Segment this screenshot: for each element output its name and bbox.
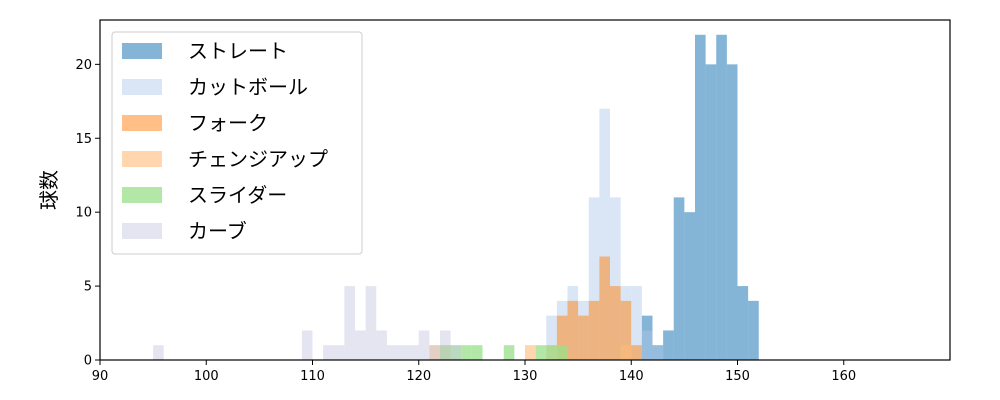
bar-series-0-bin-2 <box>663 330 674 360</box>
bar-series-5-bin-3 <box>333 345 345 360</box>
bar-series-1-bin-6 <box>610 197 621 360</box>
bar-series-4-bin-1 <box>450 345 462 360</box>
bar-series-0-bin-10 <box>748 300 759 360</box>
x-tick-label-6: 150 <box>725 369 750 384</box>
bar-series-5-bin-13 <box>440 330 451 360</box>
legend-swatch-5 <box>122 223 162 239</box>
legend-label-5: カーブ <box>188 219 247 243</box>
bar-series-3-bin-5 <box>620 345 632 360</box>
bar-series-5-bin-6 <box>365 286 377 360</box>
bar-series-5-bin-10 <box>408 345 419 360</box>
bar-series-4-bin-3 <box>471 345 483 360</box>
legend-swatch-3 <box>122 151 162 167</box>
bar-series-5-bin-1 <box>301 330 313 360</box>
bar-series-3-bin-2 <box>525 345 536 360</box>
bar-series-5-bin-5 <box>355 330 366 360</box>
legend-box <box>111 31 363 255</box>
bar-series-0-bin-4 <box>684 212 695 360</box>
bar-series-4-bin-7 <box>556 345 568 360</box>
legend-label-2: フォーク <box>188 111 268 135</box>
bar-series-5-bin-4 <box>344 286 355 360</box>
bar-series-5-bin-8 <box>386 345 398 360</box>
bar-series-1-bin-5 <box>599 108 610 361</box>
bar-series-1-bin-0 <box>546 315 557 360</box>
plot-frame <box>99 19 951 361</box>
y-tick-label-0: 0 <box>84 354 92 369</box>
x-tick-label-2: 110 <box>300 369 325 384</box>
bar-series-5-bin-14 <box>450 345 462 360</box>
bar-series-5-bin-2 <box>323 345 334 360</box>
x-tick-label-1: 100 <box>194 369 219 384</box>
bar-series-2-bin-2 <box>578 315 589 360</box>
bar-series-1-bin-9 <box>641 330 653 360</box>
x-tick-label-4: 130 <box>513 369 538 384</box>
y-tick-label-1: 5 <box>84 280 92 295</box>
x-tick-label-7: 160 <box>831 369 856 384</box>
bar-series-0-bin-1 <box>652 345 664 360</box>
legend-label-4: スライダー <box>188 183 287 207</box>
bar-series-1-bin-10 <box>652 345 664 360</box>
bar-series-4-bin-6 <box>546 345 557 360</box>
y-tick-label-4: 20 <box>75 58 92 73</box>
bar-series-2-bin-7 <box>631 345 642 360</box>
legend-label-3: チェンジアップ <box>188 147 328 171</box>
bar-series-4-bin-0 <box>440 345 451 360</box>
bar-series-0-bin-0 <box>641 315 653 360</box>
bar-series-5-bin-7 <box>376 330 387 360</box>
y-tick-label-3: 15 <box>75 132 92 147</box>
bar-series-0-bin-6 <box>705 64 717 360</box>
bar-series-5-bin-12 <box>429 345 440 360</box>
y-tick-label-2: 10 <box>75 206 92 221</box>
bar-series-2-bin-3 <box>588 300 600 360</box>
ticks-layer: 90 100 110 120 130 140 150 160 0 5 10 15 20 <box>75 58 856 384</box>
legend-label-1: カットボール <box>188 75 308 99</box>
x-tick-label-0: 90 <box>92 369 109 384</box>
bar-series-2-bin-6 <box>620 300 632 360</box>
bars-layer <box>153 34 759 361</box>
legend-swatch-4 <box>122 187 162 203</box>
bar-series-2-bin-5 <box>610 286 621 360</box>
legend-swatch-0 <box>122 43 162 59</box>
bar-series-4-bin-2 <box>461 345 472 360</box>
bar-series-4-bin-4 <box>503 345 515 360</box>
legend-swatch-1 <box>122 79 162 95</box>
x-tick-label-3: 120 <box>406 369 431 384</box>
bar-series-2-bin-1 <box>567 300 579 360</box>
bar-series-0-bin-7 <box>716 34 727 361</box>
bar-series-5-bin-0 <box>153 345 164 360</box>
bar-series-0-bin-3 <box>673 197 685 360</box>
bar-series-1-bin-4 <box>588 197 600 360</box>
bar-series-2-bin-4 <box>599 256 610 360</box>
bar-series-2-bin-0 <box>556 315 568 360</box>
bar-series-0-bin-9 <box>737 286 749 360</box>
bar-series-1-bin-8 <box>631 286 642 360</box>
bar-series-3-bin-0 <box>429 345 440 360</box>
bar-series-5-bin-11 <box>418 330 430 360</box>
x-tick-label-5: 140 <box>619 369 644 384</box>
legend-label-0: ストレート <box>188 39 288 63</box>
y-axis-label: 球数 <box>37 170 61 210</box>
bar-series-0-bin-5 <box>695 34 706 361</box>
bar-series-4-bin-5 <box>535 345 547 360</box>
bar-series-0-bin-8 <box>726 64 738 360</box>
bar-series-5-bin-9 <box>397 345 409 360</box>
legend-swatch-2 <box>122 115 162 131</box>
